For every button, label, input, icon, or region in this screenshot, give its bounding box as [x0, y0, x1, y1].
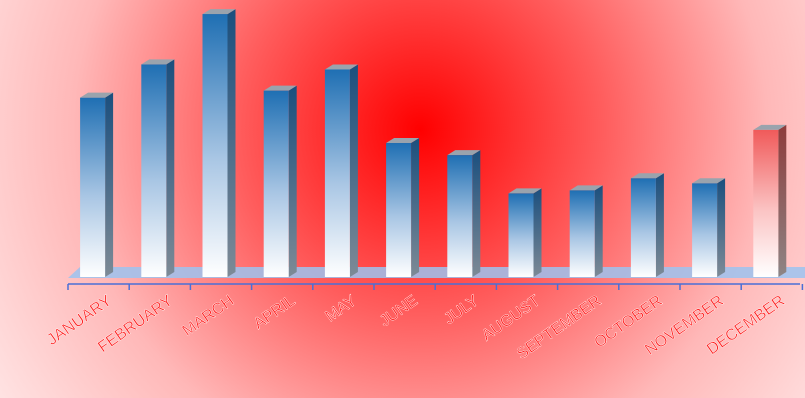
bar [630, 173, 664, 277]
bar [202, 9, 236, 277]
bar-side [105, 92, 114, 277]
bar [141, 59, 175, 277]
bar [508, 188, 542, 277]
bar-front [386, 143, 412, 277]
bar [569, 185, 603, 277]
bar-top [324, 64, 358, 70]
bar-top [80, 92, 114, 98]
bar-front [569, 190, 595, 277]
bar-front [263, 90, 289, 277]
bar [386, 138, 420, 277]
bar-top [630, 173, 664, 179]
bar-front [202, 14, 228, 277]
bar-front [692, 183, 718, 277]
bar-side [594, 185, 603, 277]
bar-side [655, 173, 664, 277]
bar-side [166, 59, 175, 277]
bar-front [630, 178, 656, 277]
bar-front [508, 193, 534, 277]
bar-side [717, 178, 726, 277]
bar [447, 150, 481, 277]
bar-top [753, 124, 787, 130]
chart-floor [68, 267, 805, 278]
bar-side [778, 124, 787, 277]
bar [263, 85, 297, 277]
bar [753, 124, 787, 277]
bar-top [508, 188, 542, 194]
bar [692, 178, 726, 277]
bar-side [349, 64, 358, 277]
bar-top [263, 85, 297, 91]
bar [80, 92, 114, 277]
bar-top [569, 185, 603, 191]
bar-front [141, 64, 167, 277]
bar-front [324, 69, 350, 277]
bar-side [227, 9, 236, 277]
bar-top [692, 178, 726, 184]
bar-front [753, 129, 779, 277]
bar-side [533, 188, 542, 277]
bar-side [472, 150, 481, 277]
bar-top [386, 138, 420, 144]
bar-side [288, 85, 297, 277]
bar-side [411, 138, 420, 277]
bar [324, 64, 358, 277]
bar-front [447, 155, 473, 277]
bar-top [141, 59, 175, 65]
bar-front [80, 97, 106, 277]
bar-top [202, 9, 236, 15]
bar-top [447, 150, 481, 156]
